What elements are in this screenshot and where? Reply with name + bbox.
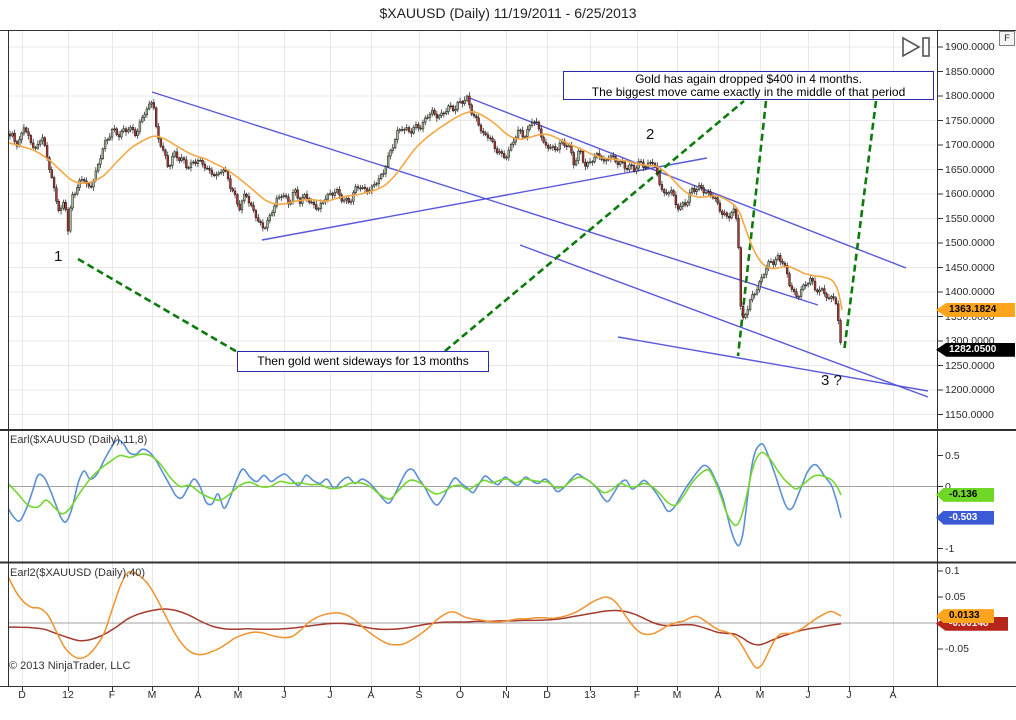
- x-axis-label: J: [805, 689, 811, 701]
- main-y-axis-label: 1550.0000: [945, 212, 995, 225]
- x-axis-label: A: [889, 689, 897, 701]
- bottom-y-axis-label: 0.1: [945, 565, 960, 577]
- main-y-axis-label: 1650.0000: [945, 163, 995, 176]
- earl-indicator-lines: [9, 439, 842, 547]
- main-y-axis-label: 1900.0000: [945, 41, 995, 53]
- earl2-indicator-lines: [9, 570, 842, 669]
- copyright-text: © 2013 NinjaTrader, LLC: [9, 660, 131, 672]
- main-y-axis-label: 1250.0000: [945, 359, 995, 372]
- mid-y-axis-label: 0.5: [945, 449, 960, 462]
- main-y-axis-label: 1400.0000: [945, 286, 995, 298]
- annotation-box-sideways-text: Then gold went sideways for 13 months: [257, 354, 469, 368]
- x-axis-label: S: [415, 689, 423, 701]
- main-y-axis-label: 1850.0000: [945, 65, 995, 78]
- main-y-axis-label: 1600.0000: [945, 188, 995, 200]
- panel-borders: [0, 30, 1016, 687]
- x-axis-label: M: [233, 689, 243, 701]
- annotation-box-drop-line1: Gold has again dropped $400 in 4 months.: [635, 71, 862, 86]
- dashed-annotation-lines[interactable]: [77, 100, 878, 357]
- axis-value-tag: -0.503: [936, 510, 994, 525]
- main-y-axis-label: 1700.0000: [945, 139, 995, 151]
- axis-ticks: [22, 46, 943, 691]
- x-axis-label: D: [18, 689, 26, 701]
- x-axis-label: F: [108, 689, 116, 701]
- x-axis-label: J: [281, 689, 287, 701]
- x-axis-label: 12: [62, 689, 74, 701]
- bottom-y-axis-label: -0.05: [945, 643, 969, 655]
- main-y-axis-label: 1450.0000: [945, 261, 995, 274]
- x-axis-label: M: [755, 689, 765, 701]
- axis-value-tag: 1363.1824: [936, 303, 1015, 318]
- x-axis-label: J: [846, 689, 852, 701]
- axis-value-tag: 0.0133: [936, 609, 994, 624]
- axis-value-tag: -0.136: [936, 487, 994, 502]
- annotation-box-sideways[interactable]: Then gold went sideways for 13 months: [237, 351, 489, 372]
- candlestick-series: [9, 92, 842, 345]
- main-y-axis-label: 1200.0000: [945, 384, 995, 396]
- chart-title: $XAUUSD (Daily) 11/19/2011 - 6/25/2013: [379, 5, 637, 21]
- x-axis-label: D: [543, 689, 551, 701]
- main-y-axis-label: 1800.0000: [945, 90, 995, 102]
- annotation-box-drop[interactable]: Gold has again dropped $400 in 4 months.…: [563, 71, 934, 100]
- axis-value-tag: 1282.0500: [936, 342, 1015, 357]
- wave-marker-3[interactable]: 3 ?: [821, 372, 842, 389]
- annotation-box-drop-line2: The biggest move came exactly in the mid…: [591, 84, 906, 99]
- x-axis-label: O: [455, 689, 465, 701]
- go-to-end-icon[interactable]: [901, 36, 935, 60]
- x-axis-label: A: [367, 689, 375, 701]
- x-axis-label: A: [714, 689, 722, 701]
- x-axis-label: 13: [584, 689, 596, 701]
- x-axis-label: N: [502, 689, 510, 701]
- bottom-y-axis-label: 0.05: [945, 591, 966, 603]
- x-axis-label: F: [633, 689, 641, 701]
- main-y-axis-label: 1750.0000: [945, 114, 995, 127]
- x-axis-label: M: [147, 689, 157, 701]
- x-axis-label: J: [327, 689, 333, 701]
- mid-panel-indicator-label: Earl($XAUUSD (Daily),11,8): [10, 434, 148, 446]
- x-axis-label: M: [672, 689, 682, 701]
- moving-average-line: [9, 110, 843, 311]
- mid-y-axis-label: -1: [945, 542, 955, 555]
- mid-y-axis-label: 0: [945, 480, 951, 493]
- x-axis-label: A: [194, 689, 202, 701]
- wave-marker-1[interactable]: 1: [54, 248, 63, 265]
- main-y-axis-label: 1150.0000: [945, 408, 994, 421]
- f-button[interactable]: F: [999, 31, 1015, 46]
- trendlines[interactable]: [151, 91, 929, 398]
- wave-marker-2[interactable]: 2: [646, 126, 655, 143]
- main-y-axis-label: 1500.0000: [945, 237, 995, 249]
- bottom-panel-indicator-label: Earl2($XAUUSD (Daily),40): [10, 567, 146, 579]
